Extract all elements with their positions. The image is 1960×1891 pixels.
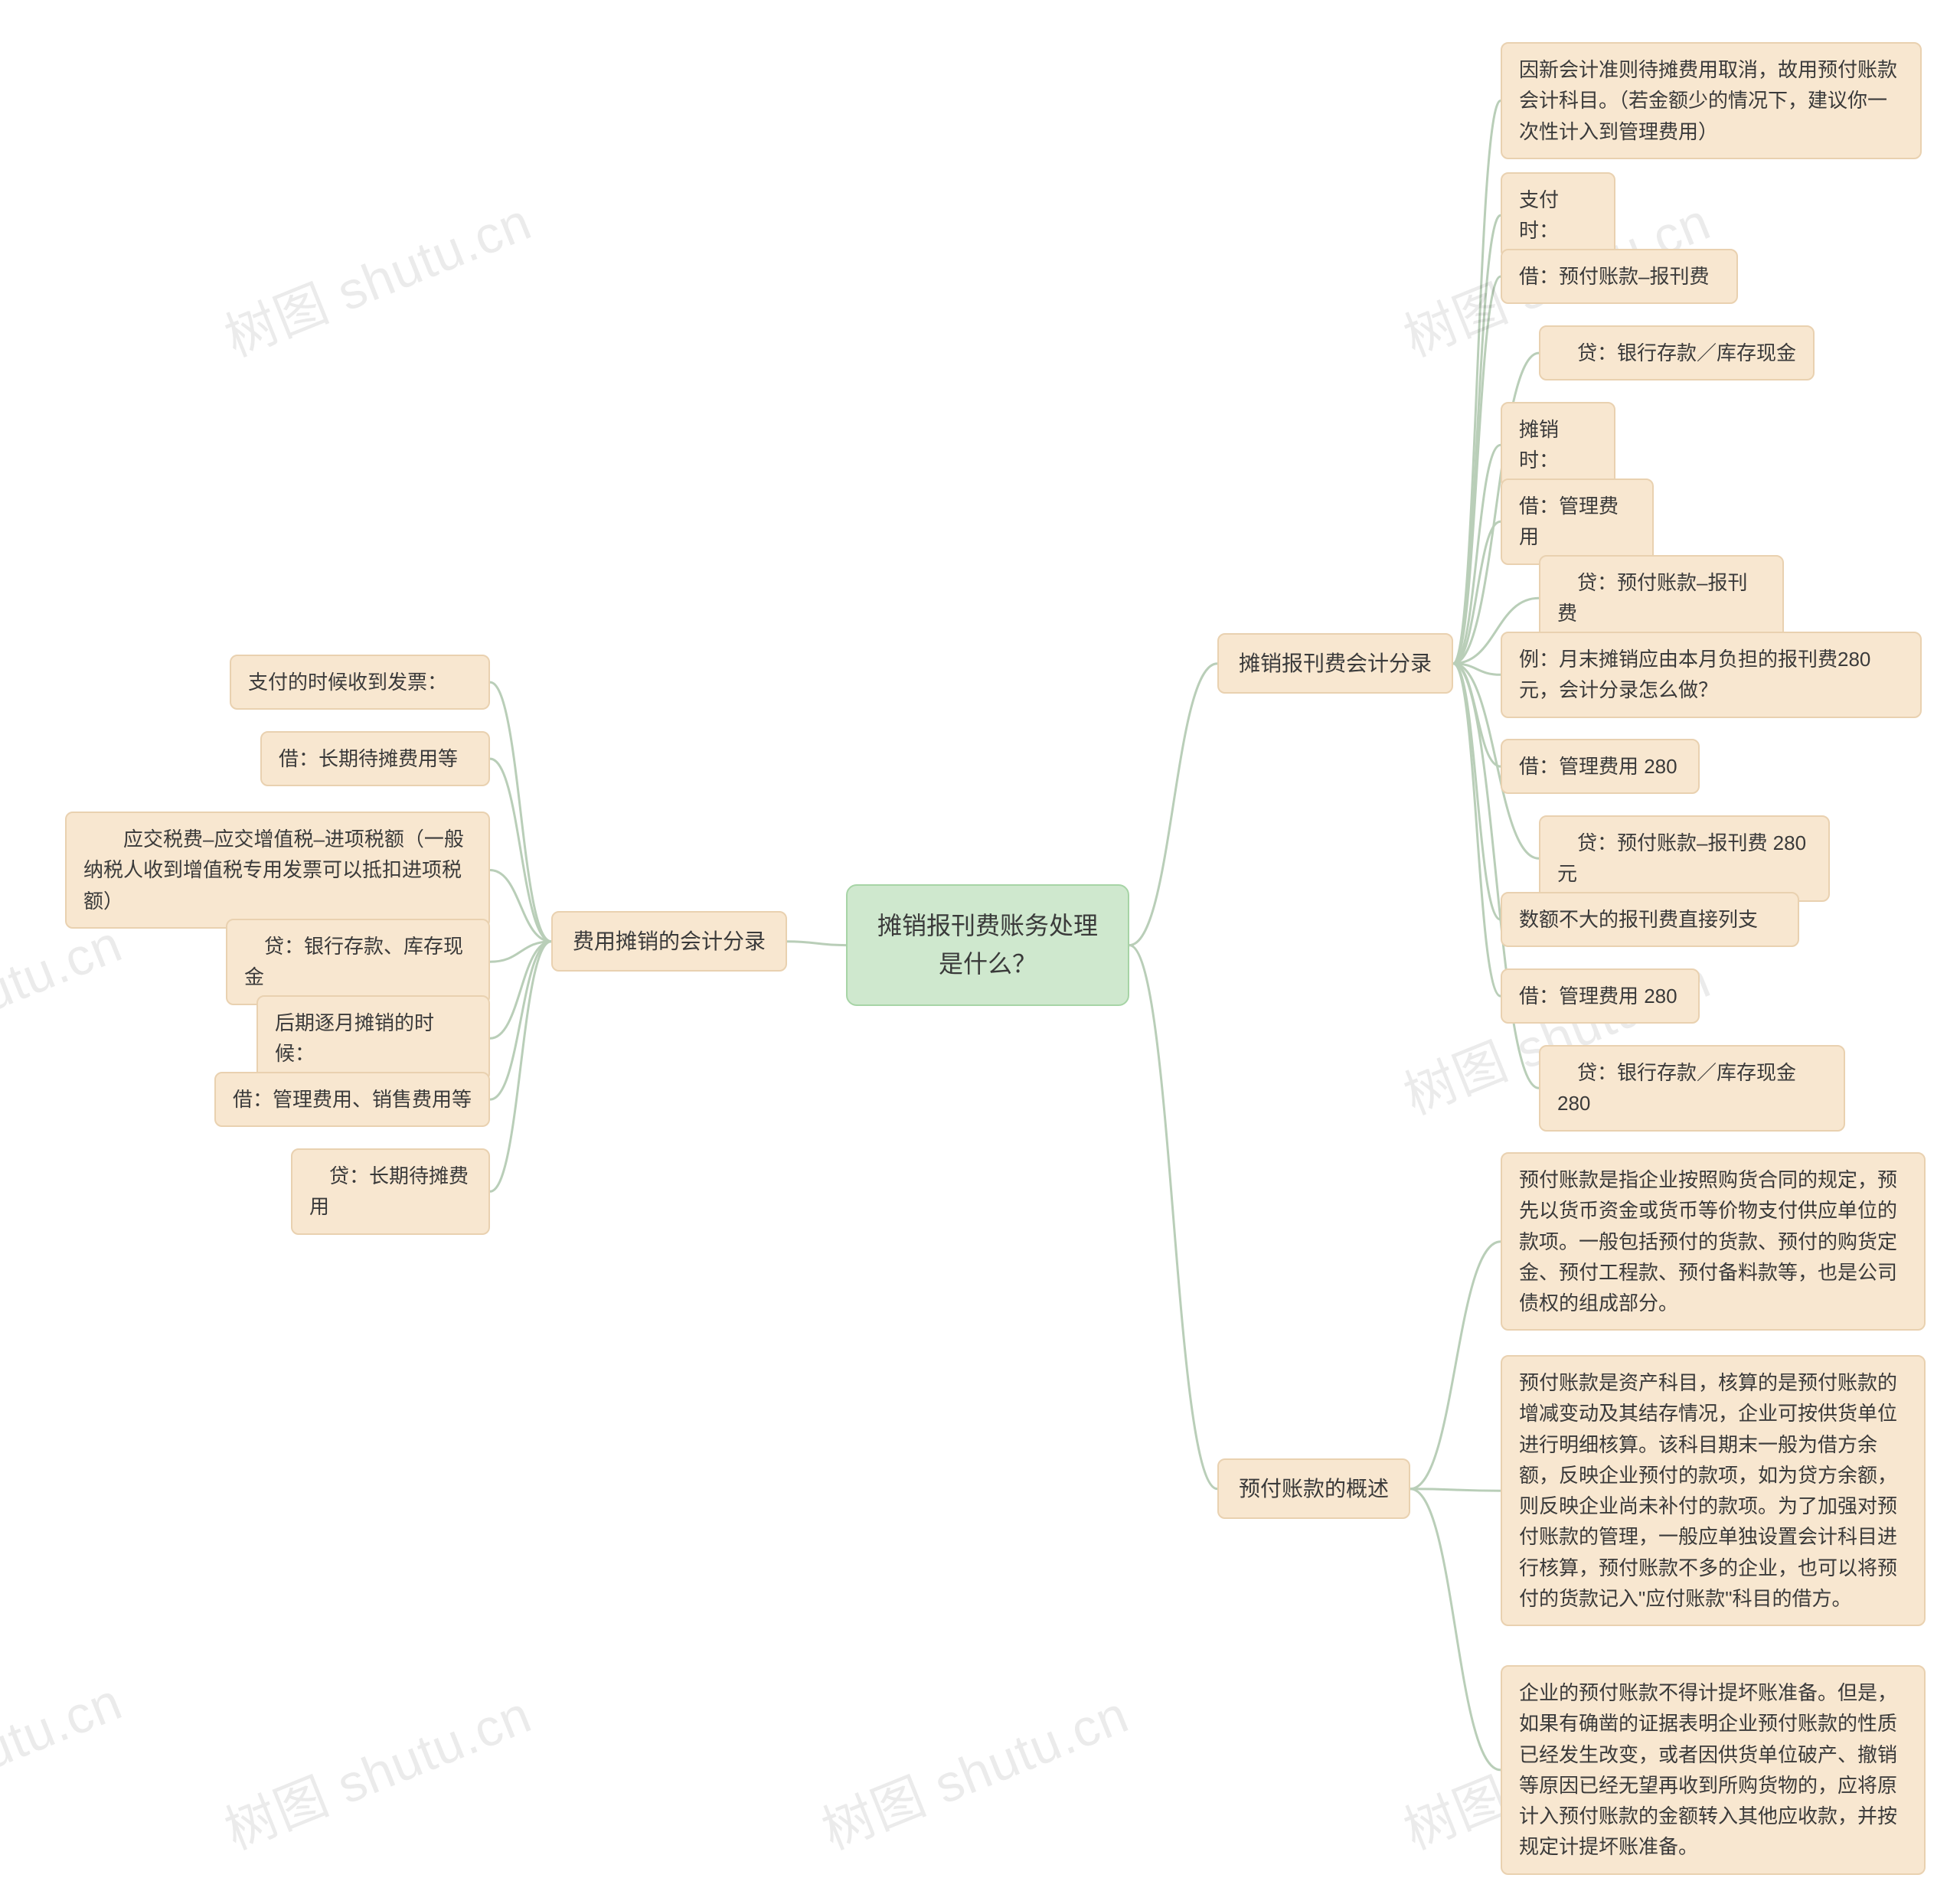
leaf-node: 因新会计准则待摊费用取消，故用预付账款会计科目。（若金额少的情况下，建议你一次性… bbox=[1501, 42, 1922, 159]
leaf-node: 摊销时： bbox=[1501, 402, 1615, 488]
leaf-node: 例：月末摊销应由本月负担的报刊费280元，会计分录怎么做？ bbox=[1501, 632, 1922, 718]
leaf-node: 支付的时候收到发票： bbox=[230, 655, 490, 710]
leaf-node: 数额不大的报刊费直接列支 bbox=[1501, 892, 1799, 947]
center-text: 摊销报刊费账务处理是什么？ bbox=[877, 912, 1098, 978]
leaf-node: 贷：预付账款–报刊费 280元 bbox=[1539, 815, 1830, 902]
branch-left: 费用摊销的会计分录 bbox=[551, 911, 787, 972]
leaf-node: 贷：长期待摊费用 bbox=[291, 1148, 490, 1235]
leaf-node: 贷：银行存款、库存现金 bbox=[226, 919, 490, 1005]
leaf-node: 借：管理费用 bbox=[1501, 478, 1654, 565]
leaf-node: 贷：预付账款–报刊费 bbox=[1539, 555, 1784, 642]
leaf-node: 借：预付账款–报刊费 bbox=[1501, 249, 1738, 304]
leaf-node: 借：长期待摊费用等 bbox=[260, 731, 490, 786]
leaf-node: 贷：银行存款／库存现金 280 bbox=[1539, 1045, 1845, 1132]
leaf-node: 借：管理费用、销售费用等 bbox=[214, 1072, 490, 1127]
leaf-node: 借：管理费用 280 bbox=[1501, 739, 1700, 794]
branch-right-1: 摊销报刊费会计分录 bbox=[1217, 633, 1453, 694]
center-node: 摊销报刊费账务处理是什么？ bbox=[846, 884, 1129, 1006]
leaf-node: 支付时： bbox=[1501, 172, 1615, 259]
leaf-node: 企业的预付账款不得计提坏账准备。但是，如果有确凿的证据表明企业预付账款的性质已经… bbox=[1501, 1665, 1926, 1875]
leaf-node: 后期逐月摊销的时候： bbox=[256, 995, 490, 1082]
leaf-node: 预付账款是资产科目，核算的是预付账款的增减变动及其结存情况，企业可按供货单位进行… bbox=[1501, 1355, 1926, 1626]
leaf-node: 预付账款是指企业按照购货合同的规定，预先以货币资金或货币等价物支付供应单位的款项… bbox=[1501, 1152, 1926, 1331]
leaf-node: 借：管理费用 280 bbox=[1501, 968, 1700, 1024]
leaf-node: 贷：银行存款／库存现金 bbox=[1539, 325, 1815, 380]
leaf-node: 应交税费–应交增值税–进项税额（一般纳税人收到增值税专用发票可以抵扣进项税额） bbox=[65, 812, 490, 929]
branch-right-2: 预付账款的概述 bbox=[1217, 1458, 1410, 1519]
